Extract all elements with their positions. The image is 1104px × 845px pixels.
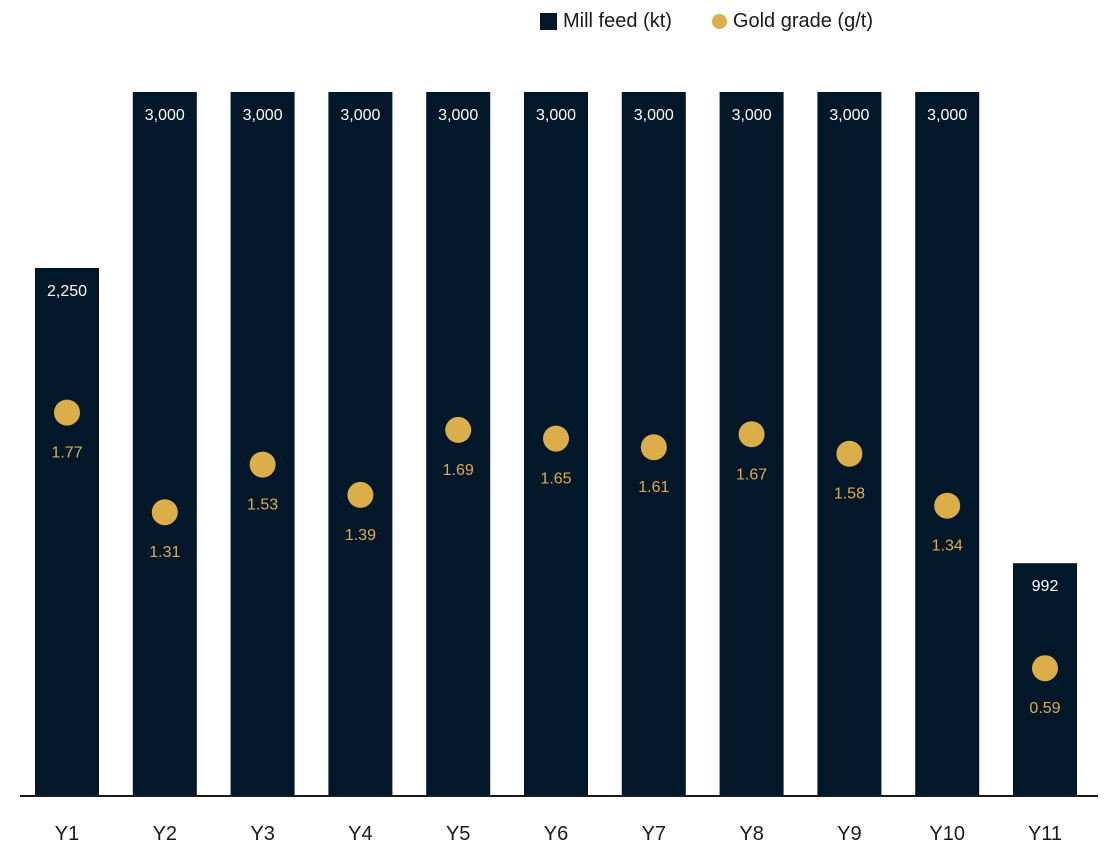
grade-value-label-y5: 1.69: [443, 462, 474, 479]
x-tick-label-y8: Y8: [739, 823, 763, 845]
x-tick-label-y2: Y2: [153, 823, 177, 845]
bar-y4: [328, 92, 393, 796]
grade-value-label-y8: 1.67: [736, 466, 767, 483]
grade-point-y2: [151, 499, 178, 526]
bar-y2: [132, 92, 197, 796]
x-tick-label-y5: Y5: [446, 823, 470, 845]
grade-value-label-y2: 1.31: [149, 544, 180, 561]
grade-point-y6: [543, 425, 569, 452]
grade-point-y8: [738, 421, 765, 448]
bar-value-label-y5: 3,000: [438, 107, 478, 124]
bar-y3: [230, 92, 295, 796]
grade-point-y10: [934, 492, 961, 519]
bar-value-label-y2: 3,000: [145, 107, 185, 124]
bar-value-label-y8: 3,000: [732, 107, 772, 124]
grade-point-y11: [1032, 655, 1058, 682]
grade-value-label-y10: 1.34: [932, 538, 963, 555]
grade-point-y3: [249, 451, 276, 478]
grade-value-label-y4: 1.39: [345, 527, 376, 544]
legend-item-gold-grade: Gold grade (g/t): [711, 9, 873, 33]
grade-value-label-y6: 1.65: [540, 471, 571, 488]
x-tick-label-y3: Y3: [250, 823, 274, 845]
legend-swatch-mill-feed: [540, 12, 557, 30]
legend-swatch-gold-grade: [711, 13, 727, 29]
x-tick-label-y11: Y11: [1028, 823, 1062, 845]
bar-value-label-y11: 992: [1032, 578, 1059, 595]
bar-value-label-y1: 2,250: [47, 283, 87, 300]
bar-value-label-y9: 3,000: [829, 107, 869, 124]
grade-point-y5: [445, 416, 472, 443]
grade-point-y1: [54, 399, 80, 426]
grade-value-label-y9: 1.58: [834, 486, 865, 503]
bar-y10: [915, 92, 980, 796]
bar-value-label-y6: 3,000: [536, 107, 576, 124]
x-tick-label-y7: Y7: [642, 823, 666, 845]
x-tick-label-y9: Y9: [837, 823, 861, 845]
grade-value-label-y11: 0.59: [1029, 700, 1060, 717]
chart-legend: Mill feed (kt) Gold grade (g/t): [540, 6, 873, 36]
bar-value-label-y4: 3,000: [340, 107, 380, 124]
x-tick-label-y10: Y10: [929, 823, 965, 845]
legend-label-gold-grade: Gold grade (g/t): [732, 9, 873, 32]
grade-point-y9: [836, 440, 863, 467]
bar-value-label-y7: 3,000: [634, 107, 674, 124]
bar-value-label-y3: 3,000: [243, 107, 283, 124]
bar-value-label-y10: 3,000: [927, 107, 967, 124]
grade-value-label-y1: 1.77: [51, 445, 82, 462]
grade-value-label-y3: 1.53: [247, 497, 278, 514]
legend-label-mill-feed: Mill feed (kt): [563, 9, 672, 32]
bar-y1: [35, 268, 99, 796]
grade-point-y4: [347, 481, 374, 508]
x-tick-label-y6: Y6: [544, 823, 568, 845]
legend-item-mill-feed: Mill feed (kt): [540, 10, 672, 33]
grade-value-label-y7: 1.61: [638, 479, 669, 496]
x-tick-label-y4: Y4: [348, 823, 372, 845]
bar-y5: [426, 92, 491, 796]
x-tick-label-y1: Y1: [55, 823, 79, 845]
grade-point-y7: [640, 434, 667, 461]
